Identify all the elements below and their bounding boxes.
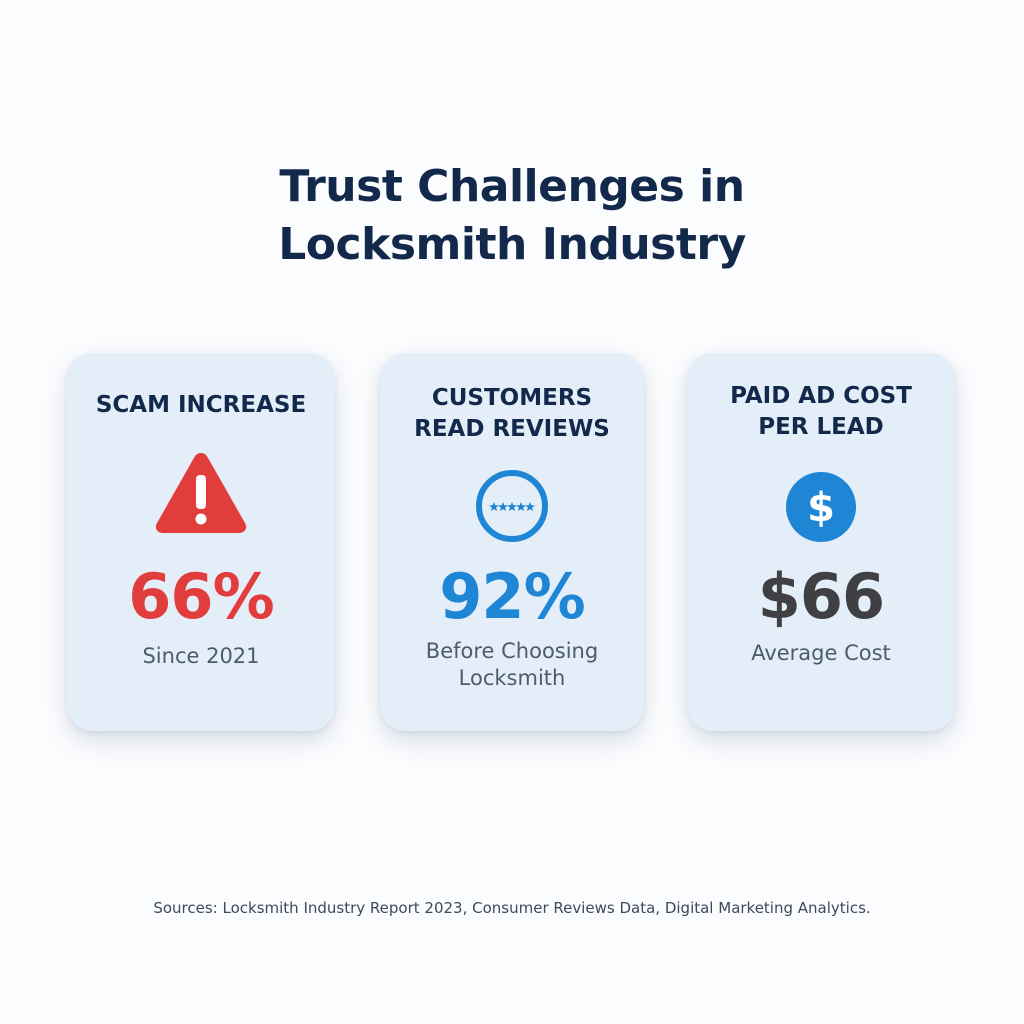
stat-card-customers-read-reviews: CUSTOMERS READ REVIEWS 92% Before Choosi… — [380, 353, 644, 731]
warning-triangle-icon — [153, 449, 249, 535]
page-title-line-1: Trust Challenges in — [279, 161, 745, 212]
dollar-icon: $ — [785, 471, 857, 543]
stat-card-scam-increase: SCAM INCREASE 66% Since 2021 — [67, 353, 335, 731]
stat-caption: Average Cost — [687, 640, 955, 667]
stat-caption: Since 2021 — [67, 643, 335, 670]
stat-caption: Before Choosing Locksmith — [380, 638, 644, 692]
stat-caption-line: Before Choosing — [425, 639, 599, 663]
stat-caption-line: Since 2021 — [142, 644, 260, 668]
page-title: Trust Challenges in Locksmith Industry — [0, 158, 1024, 274]
card-label-line: PER LEAD — [758, 414, 884, 440]
stat-value: 92% — [439, 560, 585, 633]
stat-card-paid-ad-cost: PAID AD COST PER LEAD $ $66 Average Cost — [687, 353, 955, 731]
sources-footnote: Sources: Locksmith Industry Report 2023,… — [153, 899, 871, 917]
svg-text:$: $ — [807, 485, 835, 531]
stat-value: $66 — [757, 560, 885, 633]
card-label-line: SCAM INCREASE — [95, 392, 307, 418]
card-label: PAID AD COST PER LEAD — [687, 381, 955, 443]
stat-caption-line: Average Cost — [751, 641, 891, 665]
page-title-line-2: Locksmith Industry — [278, 219, 746, 270]
card-label-line: READ REVIEWS — [414, 416, 610, 442]
star-rating-icon — [472, 466, 552, 546]
stat-caption-line: Locksmith — [458, 666, 566, 690]
card-label: CUSTOMERS READ REVIEWS — [380, 383, 644, 445]
stat-value: 66% — [128, 560, 274, 633]
card-label-line: PAID AD COST — [730, 383, 912, 409]
card-label: SCAM INCREASE — [67, 390, 335, 421]
card-label-line: CUSTOMERS — [431, 385, 593, 411]
